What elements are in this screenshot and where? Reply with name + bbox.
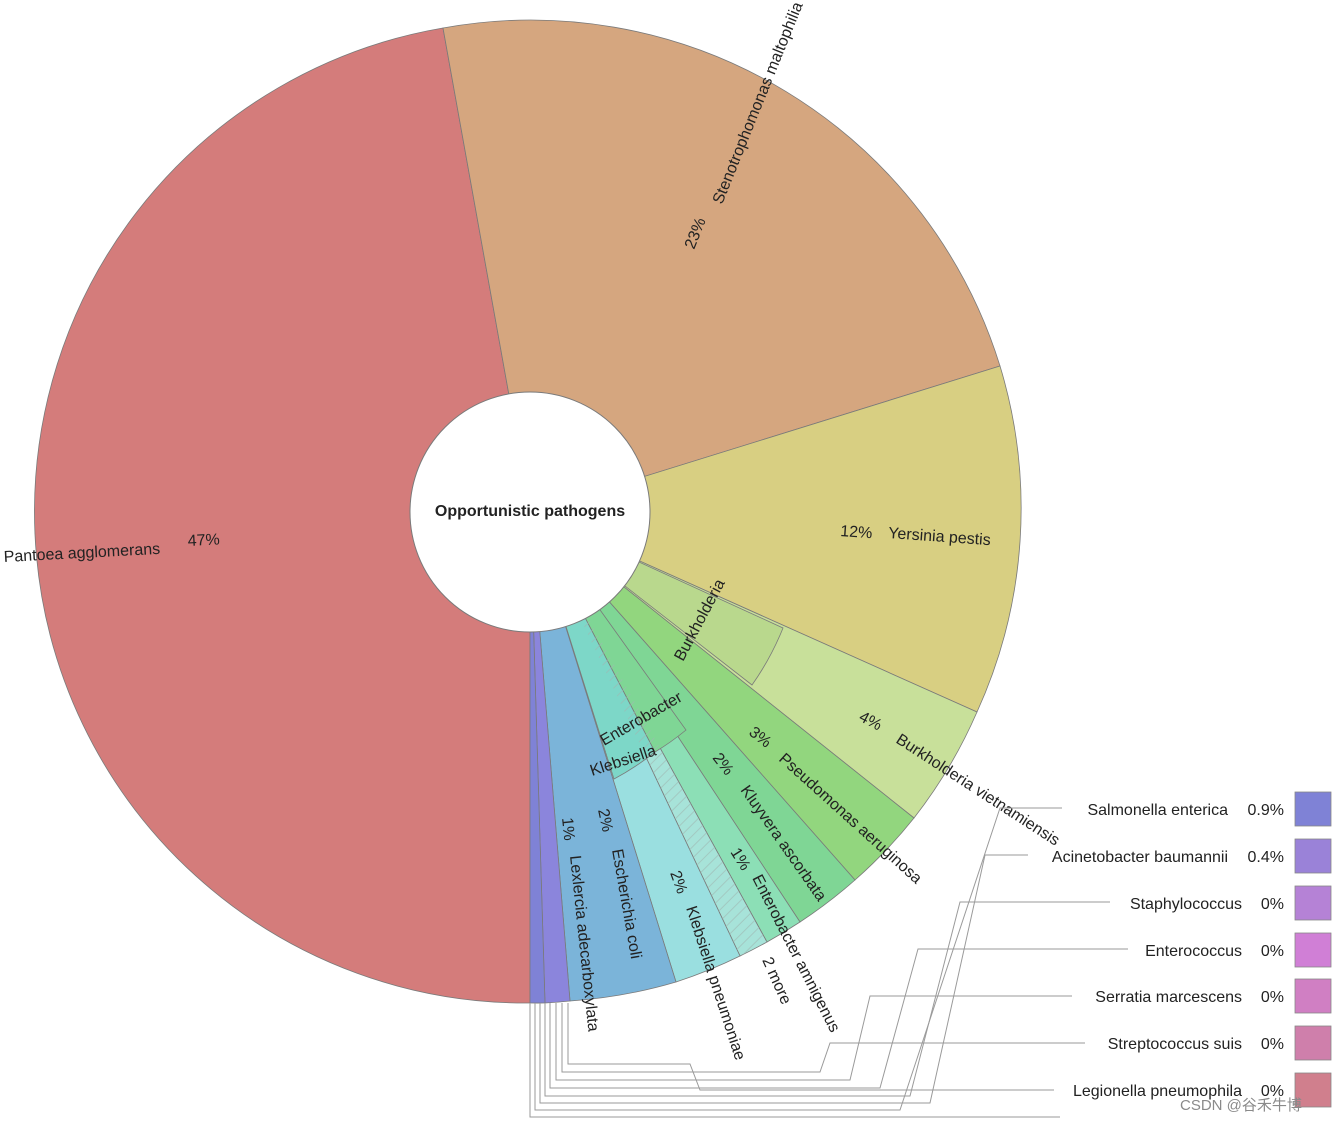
legend-label-acinetobacter: Acinetobacter baumannii xyxy=(1052,849,1228,866)
legend-leader-lines xyxy=(529,807,1128,1118)
label-lexlercia-pct: 1% xyxy=(558,817,577,842)
label-pantoea-pct: 47% xyxy=(187,531,220,550)
legend-label-streptococcus: Streptococcus suis xyxy=(1108,1036,1242,1053)
legend-pct-salmonella: 0.9% xyxy=(1248,802,1284,819)
watermark: CSDN @谷禾牛博 xyxy=(1180,1097,1302,1114)
legend-swatch-streptococcus[interactable] xyxy=(1294,1025,1332,1061)
legend-swatch-acinetobacter[interactable] xyxy=(1294,838,1332,874)
legend-label-enterococcus: Enterococcus xyxy=(1145,943,1242,960)
legend: Salmonella enterica 0.9% Acinetobacter b… xyxy=(1052,791,1332,1108)
center-hole xyxy=(409,391,651,633)
legend-pct-staphylococcus: 0% xyxy=(1261,896,1284,913)
legend-pct-serratia: 0% xyxy=(1261,989,1284,1006)
legend-swatch-enterococcus[interactable] xyxy=(1294,932,1332,968)
legend-swatch-serratia[interactable] xyxy=(1294,978,1332,1014)
legend-pct-streptococcus: 0% xyxy=(1261,1036,1284,1053)
hatch-2-more xyxy=(530,512,767,956)
legend-swatch-legionella[interactable] xyxy=(1294,1072,1332,1108)
slice-yersinia-pestis[interactable] xyxy=(528,365,1022,713)
legend-label-legionella: Legionella pneumophila xyxy=(1073,1083,1242,1100)
legend-pct-acinetobacter: 0.4% xyxy=(1248,849,1284,866)
label-escherichia-pct: 2% xyxy=(594,807,615,833)
label-klebsiella-pneumoniae-pct: 2% xyxy=(666,869,690,897)
legend-swatch-staphylococcus[interactable] xyxy=(1294,885,1332,921)
legend-pct-legionella: 0% xyxy=(1261,1083,1284,1100)
legend-label-serratia: Serratia marcescens xyxy=(1095,989,1242,1006)
legend-swatch-salmonella[interactable] xyxy=(1294,791,1332,827)
legend-label-staphylococcus: Staphylococcus xyxy=(1130,896,1242,913)
center-title: Opportunistic pathogens xyxy=(435,503,625,520)
label-2-more: 2 more xyxy=(758,955,794,1007)
legend-pct-enterococcus: 0% xyxy=(1261,943,1284,960)
legend-label-salmonella: Salmonella enterica xyxy=(1087,802,1228,819)
label-yersinia-pct: 12% xyxy=(840,523,873,542)
slice-pantoea-agglomerans[interactable] xyxy=(34,27,531,1004)
slice-stenotrophomonas-maltophilia[interactable] xyxy=(442,19,1001,513)
